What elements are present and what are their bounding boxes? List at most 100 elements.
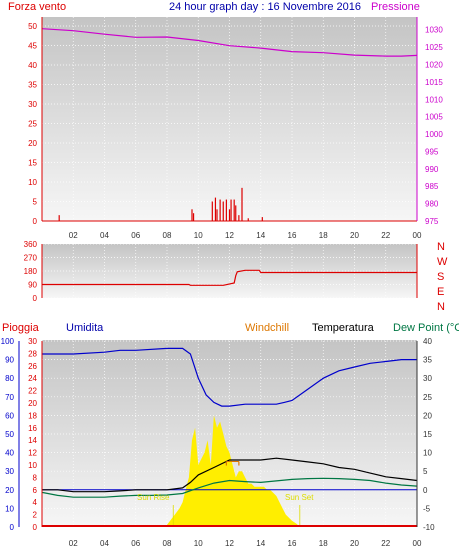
rain-tick-label: 14	[28, 436, 37, 445]
temp-tick-label: 35	[423, 356, 432, 365]
hour-tick-label: 02	[69, 231, 78, 240]
pressure-tick-label: 1000	[425, 130, 443, 139]
humidity-legend: Umidita	[66, 322, 104, 334]
hour-tick-label: 02	[69, 539, 78, 548]
rain-tick-label: 10	[28, 461, 37, 470]
hour-tick-label: 14	[256, 231, 265, 240]
humidity-tick-label: 0	[10, 523, 15, 532]
hour-tick-label: 22	[381, 539, 390, 548]
humidity-tick-label: 30	[5, 467, 14, 476]
humidity-line	[42, 347, 417, 407]
pressure-tick-label: 995	[425, 147, 439, 156]
humidity-tick-label: 50	[5, 430, 14, 439]
pressure-tick-label: 1025	[425, 43, 443, 52]
rain-tick-label: 24	[28, 374, 37, 383]
wind-tick-label: 45	[28, 42, 37, 51]
hour-tick-label: 10	[194, 539, 203, 548]
hour-tick-label: 18	[319, 231, 328, 240]
grid-layer	[42, 17, 418, 528]
rain-tick-label: 4	[33, 498, 38, 507]
pressure-tick-label: 1015	[425, 78, 443, 87]
pressure-tick-label: 1010	[425, 95, 443, 104]
pressure-tick-label: 1020	[425, 60, 443, 69]
dewpoint-legend: Dew Point (°C	[393, 322, 459, 334]
compass-tick-label: N	[437, 241, 445, 253]
humidity-tick-label: 80	[5, 374, 14, 383]
hour-tick-label: 16	[288, 231, 297, 240]
temp-tick-label: 0	[423, 486, 428, 495]
hour-tick-label: 12	[225, 231, 234, 240]
hour-tick-label: 12	[225, 539, 234, 548]
temp-tick-label: 5	[423, 467, 428, 476]
hour-tick-label: 10	[194, 231, 203, 240]
wind-tick-label: 40	[28, 61, 37, 70]
dewpoint-line	[41, 477, 418, 498]
hour-tick-label: 08	[163, 231, 172, 240]
humidity-tick-label: 10	[5, 504, 14, 513]
rain-legend: Pioggia	[2, 322, 40, 334]
rain-tick-label: 16	[28, 424, 37, 433]
pressure-tick-label: 1005	[425, 113, 443, 122]
wind-tick-label: 15	[28, 159, 37, 168]
sunset-label: Sun Set	[285, 493, 314, 502]
rain-tick-label: 8	[33, 473, 38, 482]
humidity-tick-label: 90	[5, 356, 14, 365]
temp-tick-label: 30	[423, 374, 432, 383]
pressure-tick-label: 980	[425, 200, 439, 209]
temp-tick-label: 40	[423, 337, 432, 346]
temp-tick-label: 25	[423, 393, 432, 402]
hour-tick-label: 00	[413, 539, 422, 548]
wind-tick-label: 10	[28, 178, 37, 187]
hour-tick-label: 20	[350, 231, 359, 240]
direction-tick-label: 360	[24, 240, 38, 249]
temp-tick-label: 10	[423, 449, 432, 458]
wind-tick-label: 25	[28, 120, 37, 129]
wind-tick-label: 20	[28, 139, 37, 148]
humidity-tick-label: 70	[5, 393, 14, 402]
windchill-legend: Windchill	[245, 322, 289, 334]
pressure-line	[41, 28, 418, 57]
hour-tick-label: 06	[131, 231, 140, 240]
direction-tick-label: 90	[28, 281, 37, 290]
rain-tick-label: 12	[28, 449, 37, 458]
pressure-title: Pressione	[371, 1, 420, 13]
compass-tick-label: N	[437, 301, 445, 313]
direction-line	[42, 269, 417, 286]
hour-tick-label: 16	[288, 539, 297, 548]
rain-tick-label: 18	[28, 411, 37, 420]
pressure-tick-label: 975	[425, 217, 439, 226]
rain-tick-label: 22	[28, 387, 37, 396]
direction-tick-label: 180	[24, 267, 38, 276]
humidity-tick-label: 100	[1, 337, 15, 346]
hour-tick-label: 22	[381, 231, 390, 240]
marks-layer	[41, 28, 418, 527]
hour-tick-label: 06	[131, 539, 140, 548]
axis-layer: 0510152025303540455097598098599099510001…	[1, 17, 448, 548]
humidity-tick-label: 60	[5, 411, 14, 420]
rain-tick-label: 6	[33, 486, 38, 495]
compass-tick-label: S	[437, 271, 444, 283]
wind-tick-label: 0	[33, 217, 38, 226]
hour-tick-label: 04	[100, 539, 109, 548]
wind-speed-title: Forza vento	[8, 1, 66, 13]
temperature-line	[42, 457, 418, 493]
hour-tick-label: 20	[350, 539, 359, 548]
temp-tick-label: 15	[423, 430, 432, 439]
temp-tick-label: -10	[423, 523, 435, 532]
rain-tick-label: 30	[28, 337, 37, 346]
rain-tick-label: 20	[28, 399, 37, 408]
wind-tick-label: 50	[28, 22, 37, 31]
hour-tick-label: 18	[319, 539, 328, 548]
rain-tick-label: 2	[33, 511, 38, 520]
hour-tick-label: 00	[413, 231, 422, 240]
hour-tick-label: 14	[256, 539, 265, 548]
humidity-tick-label: 20	[5, 486, 14, 495]
hour-tick-label: 08	[163, 539, 172, 548]
compass-tick-label: W	[437, 256, 448, 268]
sun-area	[165, 415, 300, 527]
rain-tick-label: 0	[33, 523, 38, 532]
wind-tick-label: 5	[33, 198, 38, 207]
wind-tick-label: 35	[28, 81, 37, 90]
